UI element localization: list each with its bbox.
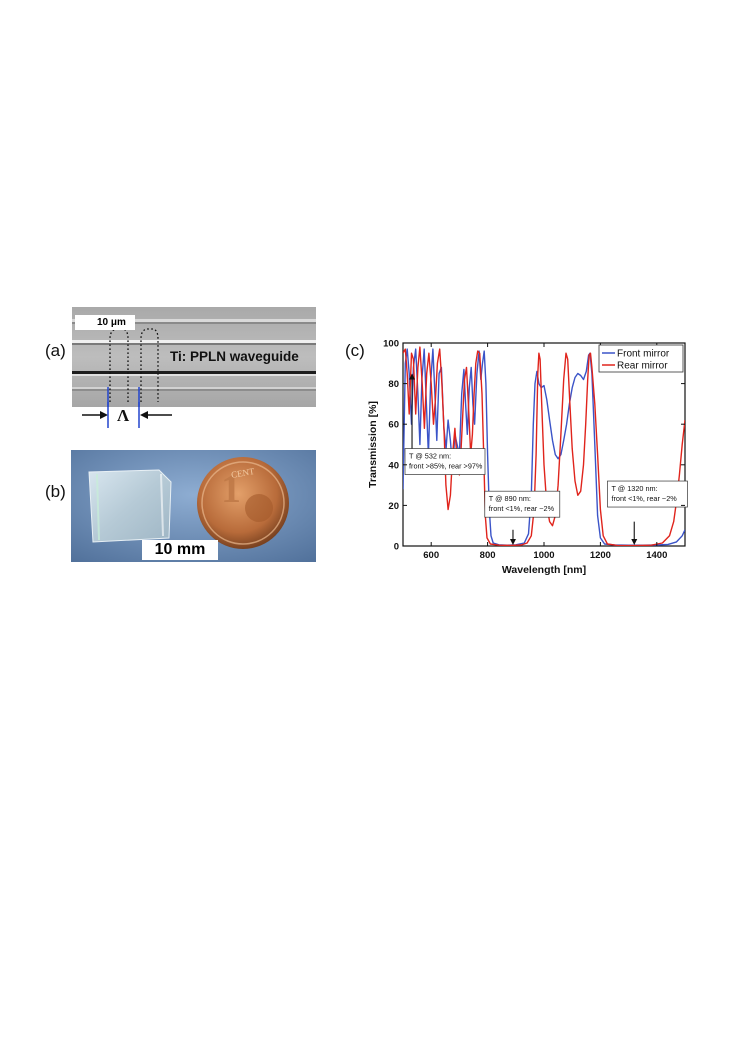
annotation-arrowhead — [409, 373, 416, 380]
x-tick-label: 1200 — [590, 550, 611, 561]
legend-box — [598, 344, 684, 373]
x-tick-label: 1400 — [646, 550, 667, 561]
annotation-box — [404, 448, 486, 475]
annotation-box — [607, 480, 688, 508]
waveguide-micrograph: 10 μm Ti: PPLN waveguide — [72, 307, 316, 407]
panel-a-label: (a) — [45, 341, 66, 360]
legend-label: Rear mirror — [617, 361, 668, 372]
svg-text:1: 1 — [221, 466, 241, 511]
y-tick-label: 100 — [383, 339, 399, 350]
crystal-photo: 1 CENT 10 mm — [71, 450, 316, 562]
annotation-text: front <1%, rear ~2% — [611, 494, 677, 503]
micrograph-scale-label: 10 μm — [97, 317, 126, 328]
x-axis-label: Wavelength [nm] — [502, 564, 586, 576]
panel-c-label: (c) — [345, 341, 365, 360]
y-tick-label: 0 — [394, 542, 399, 553]
annotation-box — [484, 490, 561, 518]
annotation-text: T @ 532 nm: — [409, 452, 451, 461]
y-tick-label: 40 — [388, 460, 399, 471]
x-tick-label: 600 — [423, 550, 439, 561]
y-tick-label: 80 — [388, 379, 399, 390]
series-line-front — [403, 348, 685, 546]
annotation-arrowhead — [509, 538, 516, 545]
annotation-arrowhead — [631, 538, 638, 545]
plot-ticks: 600 800 1000 1200 1400 0 20 40 60 80 100 — [383, 339, 685, 561]
annotation-text: T @ 1320 nm: — [611, 484, 657, 493]
photo-scale-bar: 10 mm — [142, 540, 218, 560]
transmission-chart: T @ 532 nm:front >85%, rear >97% T @ 890 … — [367, 339, 688, 576]
panel-b-label: (b) — [45, 482, 66, 501]
y-tick-label: 20 — [388, 501, 399, 512]
micrograph-scale-bar: 10 μm — [75, 315, 135, 330]
annotation-text: front <1%, rear ~2% — [489, 504, 555, 513]
waveguide-label: Ti: PPLN waveguide — [170, 349, 299, 364]
photo-scale-label: 10 mm — [154, 541, 206, 558]
x-tick-label: 1000 — [533, 550, 554, 561]
legend-label: Front mirror — [617, 349, 670, 360]
annotation-text: T @ 890 nm: — [489, 494, 531, 503]
annotation-text: front >85%, rear >97% — [409, 462, 483, 471]
period-marker — [82, 402, 172, 428]
plot-series-group — [403, 346, 685, 546]
y-axis-label: Transmission [%] — [367, 401, 379, 488]
x-tick-label: 800 — [480, 550, 496, 561]
series-line-rear — [403, 346, 685, 546]
y-tick-label: 60 — [388, 420, 399, 431]
plot-annotations: T @ 532 nm:front >85%, rear >97% T @ 890 … — [404, 373, 688, 545]
crystal-photo-image: 1 — [71, 450, 316, 562]
period-symbol: Λ — [117, 406, 130, 425]
